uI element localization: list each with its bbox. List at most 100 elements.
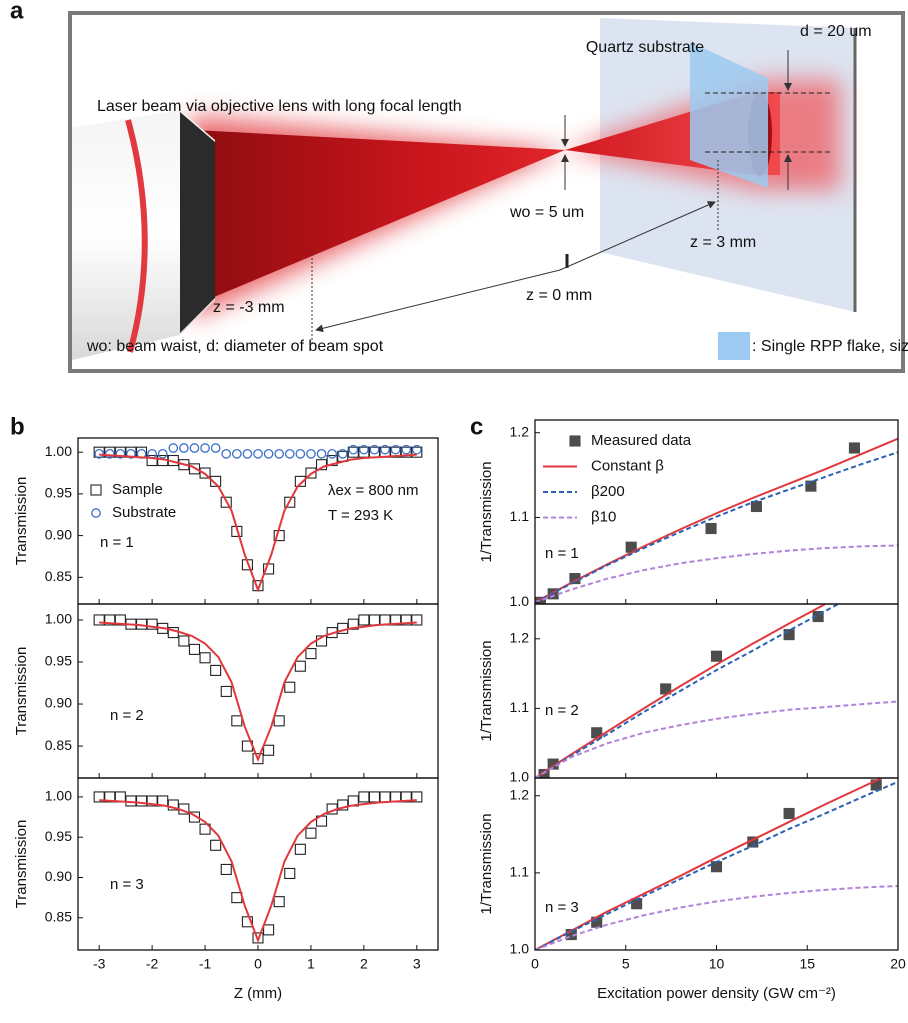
data-point [295, 448, 306, 459]
quartz-label: Quartz substrate [586, 39, 704, 56]
annotation: T = 293 K [328, 507, 393, 524]
data-point [305, 648, 317, 660]
data-point [710, 861, 723, 873]
y-tick-label: 1.1 [510, 699, 530, 715]
panel-label: a [10, 0, 24, 24]
y-tick-label: 1.00 [45, 611, 72, 627]
y-tick-label: 1.00 [45, 788, 72, 804]
data-point [783, 807, 795, 820]
data-point [750, 500, 762, 513]
beam-focusing [195, 130, 565, 305]
x-tick-label: 10 [709, 956, 725, 972]
data-point [337, 448, 348, 459]
x-tick-label: 0 [254, 956, 262, 972]
data-point [358, 791, 370, 803]
data-point [178, 635, 190, 647]
x-axis-label: Excitation power density (GW cm⁻²) [597, 985, 836, 1002]
chart: 1.0 1.1 1.2 1/Transmission n = 1 Measured dat… [478, 419, 899, 609]
y-tick-label: 0.85 [45, 568, 72, 584]
chart: 0.85 0.90 0.95 1.00 -3 -2 -1 0 1 2 3 Transmission Z … [13, 777, 439, 1002]
series-line [535, 544, 898, 604]
data-point [199, 823, 211, 835]
series-line [99, 799, 417, 944]
data-point [263, 448, 274, 459]
y-axis-label: Transmission [13, 820, 30, 909]
data-point [347, 446, 359, 458]
y-tick-label: 0.90 [45, 868, 72, 884]
x-tick-label: 2 [360, 956, 368, 972]
spot-label: d = 20 um [800, 23, 872, 40]
data-point [104, 791, 116, 803]
data-point [306, 448, 316, 459]
annotation: n = 1 [100, 534, 134, 551]
data-point [284, 448, 295, 459]
data-point [379, 791, 391, 803]
data-point [135, 795, 148, 807]
data-point [220, 863, 232, 875]
data-point [94, 448, 105, 459]
legend-swatch [569, 435, 581, 447]
data-point [326, 454, 338, 467]
x-axis-label: Z (mm) [234, 985, 282, 1002]
plot-area [93, 443, 423, 593]
plot-area [535, 604, 898, 778]
annotation: n = 2 [110, 707, 144, 724]
range-arrow [559, 201, 716, 271]
data-point [284, 867, 296, 880]
data-point [294, 475, 306, 487]
data-point [114, 614, 126, 626]
legend-label: β10 [591, 508, 616, 525]
data-point [411, 614, 423, 626]
legend-label: Measured data [591, 432, 692, 449]
data-point [253, 448, 263, 459]
data-point [167, 799, 179, 811]
panel-label: c [470, 413, 483, 440]
chart: 1.0 1.1 1.2 1/Transmission n = 2 [478, 603, 899, 785]
panel-label: b [10, 413, 25, 440]
y-tick-label: 1.2 [510, 423, 530, 439]
series-line [535, 780, 898, 950]
data-point [252, 753, 264, 765]
data-point [189, 443, 200, 453]
y-tick-label: 1.0 [510, 593, 530, 609]
plot-frame [534, 603, 899, 779]
series-line [535, 604, 826, 778]
annotation: n = 3 [545, 899, 579, 916]
series-line [535, 437, 898, 604]
data-point [273, 715, 285, 727]
data-point [380, 444, 390, 455]
flake-note: : Single RPP flake, size> 20 um x 20 um [752, 338, 908, 355]
diagram: Quartz substrate d = 20 um Laser beam vi… [68, 11, 908, 373]
data-point [93, 446, 105, 458]
data-point [146, 618, 158, 630]
data-point [241, 916, 253, 928]
x-tick-label: 20 [890, 956, 906, 972]
y-tick-label: 1.2 [510, 786, 530, 802]
data-point [390, 444, 401, 455]
y-tick-label: 0.95 [45, 653, 72, 669]
data-point [126, 448, 136, 459]
data-point [337, 799, 349, 811]
series-line [99, 453, 417, 593]
y-axis-label: Transmission [13, 647, 30, 736]
y-tick-label: 0.85 [45, 737, 72, 753]
y-tick-label: 0.85 [45, 908, 72, 924]
y-tick-label: 0.90 [45, 526, 72, 542]
lens-stripe [125, 119, 148, 353]
legend-swatch [90, 484, 102, 496]
data-point [210, 475, 222, 487]
data-point [805, 480, 817, 492]
data-point [188, 643, 201, 655]
data-point [305, 467, 317, 479]
waist-label: wo = 5 um [509, 204, 584, 221]
data-point [284, 681, 296, 693]
data-point [705, 522, 717, 535]
data-point [263, 744, 275, 756]
x-tick-label: -2 [146, 956, 159, 972]
x-tick-label: 1 [307, 956, 315, 972]
series-line [535, 451, 898, 604]
diagram-note: wo: beam waist, d: diameter of beam spot [86, 338, 384, 355]
data-point [221, 448, 232, 459]
chart: 1.0 1.1 1.2 0 5 10 15 20 1/Transmission Excitatio… [478, 777, 906, 1002]
data-point [146, 795, 158, 807]
